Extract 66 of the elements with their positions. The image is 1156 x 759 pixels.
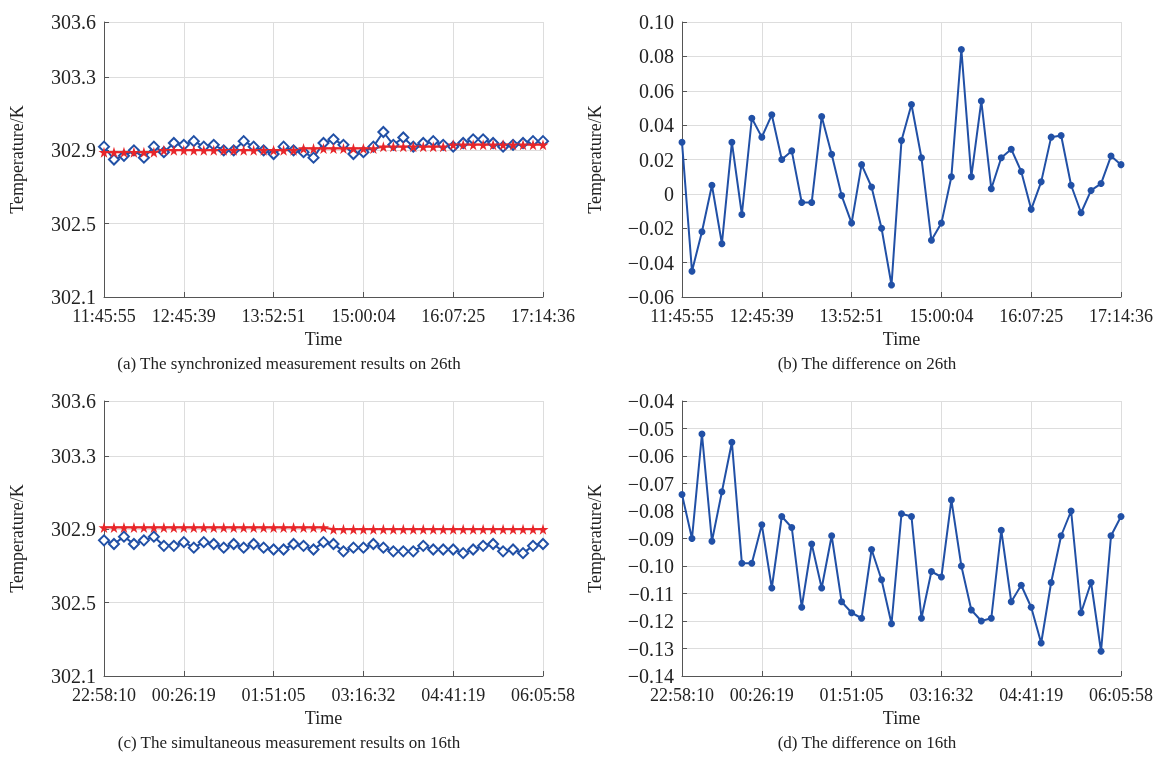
y-tick-label: 0.10 — [639, 11, 674, 33]
x-tick-label: 17:14:36 — [1088, 306, 1154, 326]
y-tick-label: −0.14 — [627, 665, 674, 687]
y-tick-label: 0.08 — [639, 45, 674, 68]
y-tick-label: 0.02 — [639, 148, 674, 171]
x-tick-label: 04:41:19 — [999, 685, 1064, 705]
x-tick-label: 03:16:32 — [331, 685, 396, 705]
x-tick-label: 01:51:05 — [819, 685, 884, 705]
y-tick-label: −0.12 — [627, 610, 674, 632]
y-tick-label: −0.06 — [627, 286, 674, 308]
x-axis-title: Time — [882, 328, 921, 349]
text: (b) The difference on 26th — [777, 354, 957, 373]
y-tick-label: −0.10 — [627, 555, 674, 577]
y-tick-label: 0 — [664, 182, 674, 205]
text: (d) The difference on 16th — [777, 733, 957, 752]
x-tick-label: 13:52:51 — [819, 306, 884, 326]
x-tick-label: 17:14:36 — [510, 306, 576, 326]
x-tick-label: 15:00:04 — [909, 306, 974, 326]
y-tick-label: 302.5 — [51, 212, 96, 235]
y-tick-label: 303.3 — [51, 66, 96, 88]
x-tick-label: 22:58:10 — [71, 685, 137, 705]
y-tick-label: 302.9 — [51, 139, 96, 162]
x-tick-label: 01:51:05 — [241, 685, 306, 705]
x-tick-label: 15:00:04 — [331, 306, 396, 326]
y-tick-label: 0.06 — [639, 79, 674, 102]
y-tick-label: −0.02 — [627, 217, 674, 240]
x-tick-label: 16:07:25 — [999, 306, 1064, 326]
x-axis-title: Time — [304, 328, 343, 349]
y-tick-label: −0.06 — [627, 445, 674, 467]
x-axis-title: Time — [304, 707, 343, 728]
x-tick-label: 12:45:39 — [151, 306, 216, 326]
x-tick-label: 00:26:19 — [151, 685, 216, 705]
y-axis-title: Temperature/K — [7, 105, 27, 214]
y-tick-label: −0.08 — [627, 500, 674, 522]
y-tick-label: 0.04 — [639, 114, 674, 137]
y-tick-label: −0.04 — [627, 390, 674, 412]
x-tick-label: 12:45:39 — [729, 306, 794, 326]
x-tick-label: 06:05:58 — [510, 685, 576, 705]
x-tick-label: 00:26:19 — [729, 685, 794, 705]
y-tick-label: 302.5 — [51, 591, 96, 614]
y-tick-label: −0.09 — [627, 527, 674, 550]
x-tick-label: 06:05:58 — [1088, 685, 1154, 705]
y-tick-label: 303.6 — [51, 11, 96, 33]
y-tick-label: −0.11 — [628, 582, 674, 605]
x-tick-label: 11:45:55 — [72, 306, 136, 326]
y-axis-title: Temperature/K — [585, 484, 605, 593]
x-tick-label: 22:58:10 — [649, 685, 715, 705]
y-tick-label: −0.07 — [627, 472, 674, 495]
x-tick-label: 11:45:55 — [650, 306, 714, 326]
x-tick-label: 13:52:51 — [241, 306, 306, 326]
text: (c) The simultaneous measurement results on 16th — [117, 733, 461, 752]
y-tick-label: −0.13 — [627, 637, 674, 660]
x-axis-title: Time — [882, 707, 921, 728]
x-tick-label: 04:41:19 — [421, 685, 486, 705]
text: (a) The synchronized measurement results on 26th — [117, 354, 462, 373]
y-tick-label: 302.1 — [51, 665, 96, 687]
y-tick-label: 302.9 — [51, 518, 96, 541]
y-tick-label: 302.1 — [51, 286, 96, 308]
x-tick-label: 03:16:32 — [909, 685, 974, 705]
x-tick-label: 16:07:25 — [421, 306, 486, 326]
y-tick-label: −0.05 — [627, 417, 674, 440]
y-tick-label: 303.3 — [51, 445, 96, 467]
y-axis-title: Temperature/K — [7, 484, 27, 593]
y-tick-label: 303.6 — [51, 390, 96, 412]
y-axis-title: Temperature/K — [585, 105, 605, 214]
y-tick-label: −0.04 — [627, 251, 674, 274]
